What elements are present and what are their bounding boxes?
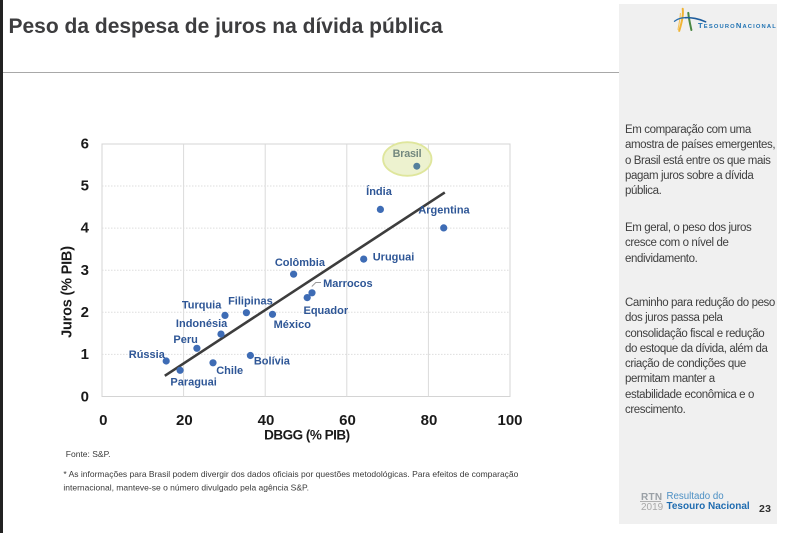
svg-text:5: 5 bbox=[81, 178, 89, 195]
svg-text:60: 60 bbox=[339, 412, 356, 429]
svg-text:1: 1 bbox=[81, 346, 89, 363]
svg-text:internacional, manteve-se o nú: internacional, manteve-se o número divul… bbox=[63, 483, 309, 493]
svg-text:0: 0 bbox=[99, 412, 107, 429]
svg-text:Chile: Chile bbox=[216, 365, 243, 377]
svg-text:2: 2 bbox=[81, 304, 89, 321]
svg-text:Brasil: Brasil bbox=[393, 148, 422, 160]
svg-text:Equador: Equador bbox=[303, 305, 348, 317]
svg-text:Rússia: Rússia bbox=[129, 349, 166, 361]
svg-text:Indonésia: Indonésia bbox=[176, 318, 228, 330]
svg-text:4: 4 bbox=[81, 220, 90, 237]
svg-text:Bolívia: Bolívia bbox=[254, 356, 291, 368]
svg-text:México: México bbox=[274, 319, 312, 331]
svg-text:Índia: Índia bbox=[366, 185, 393, 198]
svg-text:* As informações para Brasil p: * As informações para Brasil podem diver… bbox=[63, 469, 518, 479]
svg-text:Turquia: Turquia bbox=[182, 300, 222, 312]
svg-text:40: 40 bbox=[258, 412, 275, 429]
svg-text:DBGG (% PIB): DBGG (% PIB) bbox=[264, 428, 350, 443]
svg-text:6: 6 bbox=[81, 136, 89, 153]
svg-text:Peru: Peru bbox=[173, 334, 197, 346]
svg-text:Juros (% PIB): Juros (% PIB) bbox=[60, 246, 76, 338]
svg-text:Fonte: S&P.: Fonte: S&P. bbox=[66, 449, 111, 459]
svg-text:0: 0 bbox=[81, 389, 89, 406]
svg-text:3: 3 bbox=[81, 262, 89, 279]
svg-text:Marrocos: Marrocos bbox=[323, 278, 373, 290]
svg-text:Colômbia: Colômbia bbox=[275, 257, 326, 269]
svg-text:Paraguai: Paraguai bbox=[170, 377, 216, 389]
svg-text:Argentina: Argentina bbox=[418, 205, 470, 217]
svg-text:100: 100 bbox=[497, 412, 522, 429]
svg-text:Uruguai: Uruguai bbox=[373, 252, 415, 264]
svg-text:20: 20 bbox=[176, 412, 193, 429]
svg-text:Filipinas: Filipinas bbox=[228, 296, 273, 308]
svg-text:80: 80 bbox=[421, 412, 438, 429]
